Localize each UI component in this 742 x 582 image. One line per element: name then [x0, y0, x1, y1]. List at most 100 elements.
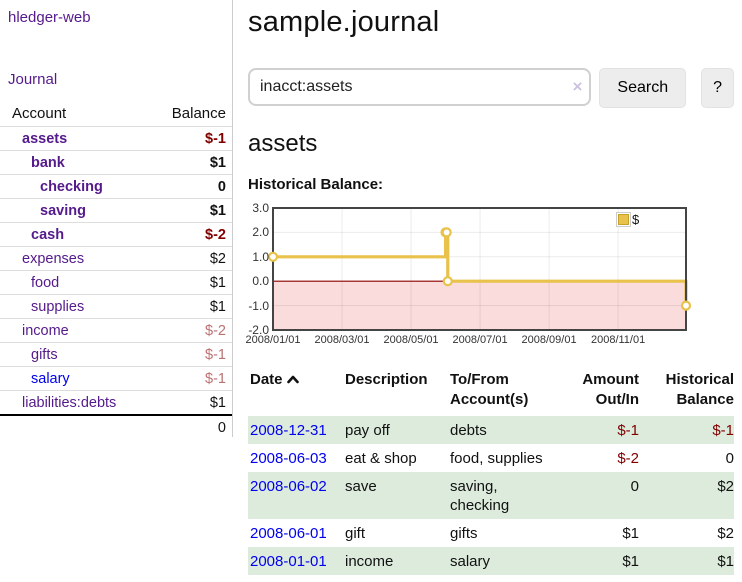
accounts-header-balance: Balance: [171, 105, 226, 122]
transaction-date-link[interactable]: 2008-06-03: [250, 449, 327, 467]
transaction-balance: 0: [725, 449, 734, 467]
accounts-total-row: 0: [0, 415, 232, 440]
chart-title: Historical Balance:: [248, 176, 384, 193]
register-header-historical-balance: Historical Balance: [665, 371, 734, 408]
account-row: checking 0: [0, 174, 232, 199]
register-row: 2008-06-01 gift gifts $1 $2: [248, 519, 734, 547]
transaction-balance: $1: [717, 552, 734, 570]
account-link-expenses[interactable]: expenses: [22, 250, 85, 267]
x-axis-tick-label: 2008/05/01: [383, 334, 439, 346]
account-balance: $-1: [205, 346, 226, 363]
clear-search-icon[interactable]: ×: [572, 77, 583, 96]
app-title-link[interactable]: hledger-web: [8, 9, 91, 26]
account-link-cash[interactable]: cash: [31, 226, 65, 243]
sidebar-item-journal[interactable]: Journal: [8, 71, 58, 88]
account-balance: $-2: [205, 226, 226, 243]
account-balance: 0: [217, 178, 226, 195]
account-balance: $1: [209, 298, 226, 315]
account-row: assets $-1: [0, 126, 232, 151]
register-row: 2008-06-03 eat & shop food, supplies $-2 0: [248, 444, 734, 472]
transaction-balance: $-1: [712, 421, 734, 439]
transaction-date-link[interactable]: 2008-06-01: [250, 524, 327, 542]
y-axis-tick-label: -2.0: [248, 323, 269, 337]
register-header-to-from-account-s-: To/From Account(s): [450, 371, 529, 408]
y-axis-tick-label: 1.0: [252, 249, 269, 264]
transaction-date-link[interactable]: 2008-12-31: [250, 421, 327, 439]
y-axis-tick-label: -1.0: [248, 298, 269, 313]
account-link-saving[interactable]: saving: [40, 202, 86, 219]
account-balance: $1: [209, 394, 226, 411]
account-link-gifts[interactable]: gifts: [31, 346, 58, 363]
register-header-description: Description: [345, 371, 428, 388]
account-balance: $1: [209, 154, 226, 171]
account-link-liabilities-debts[interactable]: liabilities:debts: [22, 394, 117, 411]
accounts-header-row: Account Balance: [0, 100, 232, 127]
account-heading: assets: [248, 130, 318, 157]
account-row: saving $1: [0, 198, 232, 223]
account-balance: $-1: [205, 370, 226, 387]
account-row: supplies $1: [0, 294, 232, 319]
x-axis-tick-label: 2008/09/01: [521, 334, 577, 346]
transaction-amount: $-1: [617, 421, 639, 439]
account-row: income $-2: [0, 318, 232, 343]
register-table: Date Description To/From Account(s) Amount …: [248, 368, 734, 575]
account-balance: $1: [209, 202, 226, 219]
register-row: 2008-06-02 save saving, checking 0 $2: [248, 472, 734, 519]
x-axis-tick-label: 2008/01/01: [245, 334, 301, 346]
transaction-accounts: salary: [450, 552, 491, 570]
account-link-assets[interactable]: assets: [22, 130, 68, 147]
transaction-accounts: gifts: [450, 524, 478, 542]
register-header-row: Date Description To/From Account(s) Amount …: [248, 368, 734, 416]
legend-label: $: [632, 212, 640, 227]
account-link-income[interactable]: income: [22, 322, 69, 339]
transaction-description: gift: [345, 524, 366, 542]
transaction-accounts: food, supplies: [450, 449, 543, 467]
y-axis-tick-label: 2.0: [252, 225, 269, 240]
account-link-bank[interactable]: bank: [31, 154, 65, 171]
transaction-amount: $1: [622, 524, 639, 542]
account-balance: $-2: [205, 322, 226, 339]
page-title: sample.journal: [248, 6, 440, 38]
transaction-balance: $2: [717, 477, 734, 495]
accounts-balance-table: Account Balance assets $-1 bank $1 checking 0…: [0, 100, 232, 440]
search-input[interactable]: [248, 68, 592, 106]
register-row: 2008-01-01 income salary $1 $1: [248, 547, 734, 575]
sidebar: hledger-web Journal Account Balance asse…: [0, 0, 233, 437]
transaction-description: save: [345, 477, 377, 495]
transaction-balance: $2: [717, 524, 734, 542]
help-button[interactable]: ?: [701, 68, 734, 108]
transaction-amount: 0: [630, 477, 639, 495]
x-axis-tick-label: 2008/11/01: [590, 334, 646, 346]
transaction-date-link[interactable]: 2008-06-02: [250, 477, 327, 495]
transaction-description: eat & shop: [345, 449, 417, 467]
y-axis-tick-label: 0.0: [252, 274, 269, 289]
account-row: expenses $2: [0, 246, 232, 271]
account-link-supplies[interactable]: supplies: [31, 298, 85, 315]
account-balance: $1: [209, 274, 226, 291]
account-row: liabilities:debts $1: [0, 390, 232, 416]
x-axis-tick-label: 2008/03/01: [314, 334, 370, 346]
series-color-swatch: [618, 214, 629, 225]
account-link-checking[interactable]: checking: [40, 178, 103, 195]
register-header-amount-out-in: Amount Out/In: [582, 371, 639, 408]
account-balance: $2: [209, 250, 226, 267]
account-link-food[interactable]: food: [31, 274, 60, 291]
legend-swatch: [616, 212, 631, 227]
chart-legend: $: [616, 212, 639, 227]
historical-balance-chart[interactable]: 3.0 2.0 1.0 0.0 -1.0 -2.0 2008/01/01 2008/03/01…: [245, 201, 708, 349]
search-button[interactable]: Search: [599, 68, 687, 108]
transaction-accounts: debts: [450, 421, 487, 439]
chart-canvas[interactable]: [248, 203, 694, 333]
account-row: cash $-2: [0, 222, 232, 247]
search-form: × Search ?: [248, 68, 734, 108]
main-content: sample.journal × Search ? assets Histori…: [245, 0, 734, 575]
account-row: gifts $-1: [0, 342, 232, 367]
register-row: 2008-12-31 pay off debts $-1 $-1: [248, 416, 734, 444]
account-link-salary[interactable]: salary: [31, 370, 70, 387]
transaction-date-link[interactable]: 2008-01-01: [250, 552, 327, 570]
transaction-description: pay off: [345, 421, 390, 439]
x-axis-tick-label: 2008/07/01: [452, 334, 508, 346]
sort-ascending-icon: [286, 370, 299, 390]
account-balance: $-1: [205, 130, 226, 147]
y-axis-tick-label: 3.0: [252, 201, 269, 215]
